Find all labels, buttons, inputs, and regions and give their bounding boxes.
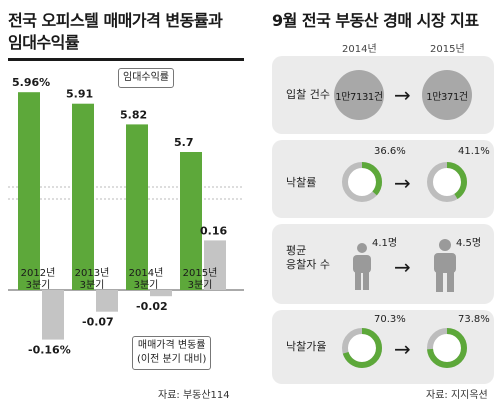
price-rate-label: 낙찰가율 [286,340,327,353]
x-tick-quarter-3: 3분기 [188,279,213,291]
price-rate-2014-value: 70.3% [374,314,406,325]
card-sale-rate: 낙찰률 36.6% → 41.1% [272,140,494,218]
avg-bidders-2014-value: 4.1명 [372,238,398,249]
rental-bar-1 [72,103,94,290]
price-label-3: 0.16 [200,224,227,237]
x-tick-year-2: 2014년 [129,267,164,279]
ring-fill [342,162,382,202]
price-rate-2014-ring [342,328,382,368]
rental-bar-0 [18,92,40,290]
bid-count-label: 입찰 건수 [286,88,330,101]
price-label-1: -0.07 [82,316,114,329]
arrow-icon: → [394,337,411,361]
legend-rental-label: 임대수익률 [118,68,174,88]
year-2014-header: 2014년 [342,44,377,55]
sale-rate-2015-value: 41.1% [458,146,490,157]
price-bar-1 [96,290,118,312]
arrow-icon: → [394,83,411,107]
card-avg-bidders: 평균 응찰자 수 4.1명 → 4.5명 [272,224,494,304]
legend-price-line2: (이전 분기 대비) [137,354,207,365]
sale-rate-2015-ring [427,162,467,202]
price-label-0: -0.16% [28,344,71,357]
sale-rate-label: 낙찰률 [286,176,317,189]
price-bar-3 [204,240,226,290]
rental-label-0: 5.96% [12,76,50,89]
year-2015-header: 2015년 [430,44,465,55]
avg-bidders-label: 평균 응찰자 수 [286,244,330,272]
price-label-2: -0.02 [136,300,168,313]
x-tick-quarter-0: 3분기 [26,279,51,291]
rental-bar-2 [126,124,148,291]
ring-fill [342,328,382,368]
auction-indicators-panel: 9월 전국 부동산 경매 시장 지표 2014년 2015년 입찰 건수 1만7… [250,0,500,404]
price-rate-2015-ring [427,328,467,368]
card-bid-count: 입찰 건수 1만7131건 → 1만371건 [272,56,494,134]
x-tick-year-1: 2013년 [75,267,110,279]
bid-count-2015: 1만371건 [422,70,472,120]
right-source: 자료: 지지옥션 [426,390,488,401]
avg-bidders-label-line2: 응찰자 수 [286,258,330,271]
bar-chart: 5.96% 5.91 5.82 5.7 -0.16% -0.07 -0.02 0.16 20… [8,76,244,357]
chart-title-line1: 전국 오피스텔 매매가격 변동률과 [8,11,223,30]
person-icon-2014 [353,243,371,290]
bid-count-2014: 1만7131건 [334,70,384,120]
rental-label-2: 5.82 [120,108,147,121]
rental-yield-chart-panel: 전국 오피스텔 매매가격 변동률과 임대수익률 5.96% 5.91 5.82 5.7… [8,11,244,401]
right-title: 9월 전국 부동산 경매 시장 지표 [272,11,479,30]
ring-fill [427,162,467,202]
ring-fill [427,328,467,368]
left-source: 자료: 부동산114 [158,390,230,401]
rental-label-3: 5.7 [174,136,194,149]
person-icon-2015 [434,239,456,292]
sale-rate-2014-ring [342,162,382,202]
card-price-rate: 낙찰가율 70.3% → 73.8% [272,310,494,384]
x-tick-quarter-1: 3분기 [80,279,105,291]
sale-rate-2014-value: 36.6% [374,146,406,157]
rental-bar-3 [180,152,202,290]
rental-label-1: 5.91 [66,88,93,101]
x-tick-year-3: 2015년 [183,267,218,279]
chart-title-line2: 임대수익률 [8,33,80,52]
avg-bidders-label-line1: 평균 [286,244,307,257]
x-tick-quarter-2: 3분기 [134,279,159,291]
price-bar-2 [150,290,172,297]
legend-price-line1: 매매가격 변동률 [137,340,206,351]
title-rule [8,58,244,61]
arrow-icon: → [394,171,411,195]
price-bar-0 [42,290,64,340]
arrow-icon: → [394,255,411,279]
avg-bidders-2015-value: 4.5명 [456,238,482,249]
x-tick-year-0: 2012년 [21,267,56,279]
price-rate-2015-value: 73.8% [458,314,490,325]
legend-price-change: 매매가격 변동률 (이전 분기 대비) [132,336,212,370]
